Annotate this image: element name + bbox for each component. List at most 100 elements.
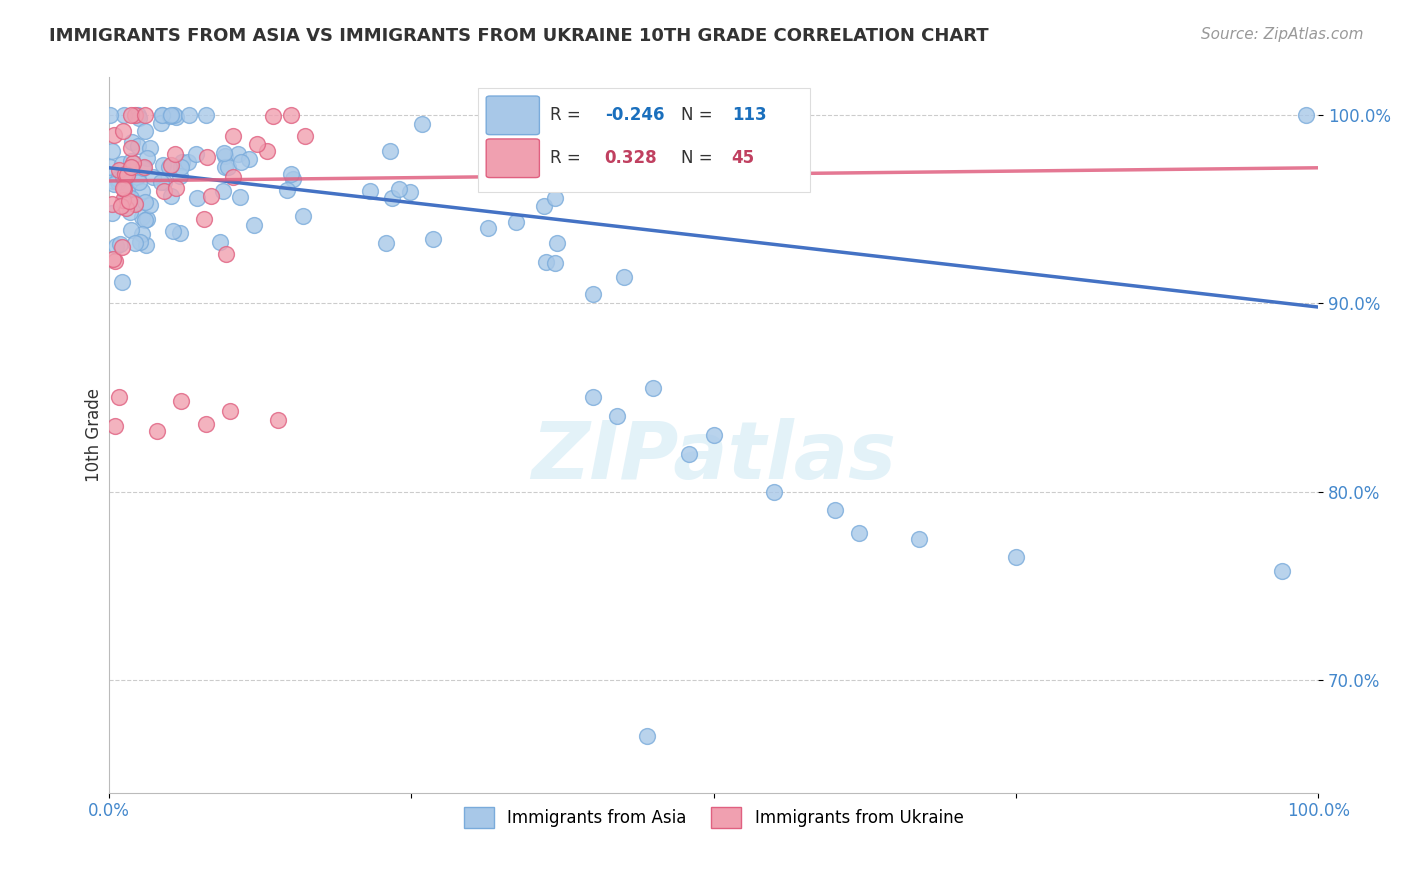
- Point: [229, 155, 252, 169]
- Point: [165, 110, 187, 124]
- Text: 0.328: 0.328: [605, 149, 658, 168]
- Point: [132, 161, 155, 176]
- Point: [107, 162, 129, 177]
- Point: [546, 235, 568, 250]
- Point: [111, 194, 134, 208]
- Text: IMMIGRANTS FROM ASIA VS IMMIGRANTS FROM UKRAINE 10TH GRADE CORRELATION CHART: IMMIGRANTS FROM ASIA VS IMMIGRANTS FROM …: [49, 27, 988, 45]
- Point: [399, 185, 422, 199]
- Point: [135, 238, 157, 252]
- Point: [162, 224, 184, 238]
- Point: [229, 190, 252, 204]
- Point: [194, 417, 217, 431]
- Point: [1295, 108, 1317, 122]
- Point: [908, 532, 931, 546]
- Point: [222, 169, 245, 184]
- Point: [678, 447, 700, 461]
- Point: [703, 428, 725, 442]
- Point: [114, 168, 136, 182]
- Point: [129, 235, 152, 249]
- Point: [101, 206, 124, 220]
- Point: [101, 252, 124, 266]
- Point: [588, 169, 610, 183]
- Point: [193, 211, 215, 226]
- Point: [543, 191, 565, 205]
- FancyBboxPatch shape: [486, 96, 540, 135]
- Point: [124, 235, 146, 250]
- Point: [115, 183, 138, 197]
- Point: [107, 391, 129, 405]
- Point: [243, 218, 266, 232]
- Point: [127, 108, 149, 122]
- Point: [103, 178, 125, 192]
- Point: [200, 188, 222, 202]
- Point: [120, 223, 142, 237]
- Point: [120, 108, 142, 122]
- Point: [544, 255, 567, 269]
- Text: R =: R =: [550, 106, 586, 124]
- Point: [217, 161, 239, 175]
- Point: [114, 108, 136, 122]
- Point: [159, 158, 181, 172]
- Point: [131, 184, 153, 198]
- Point: [212, 145, 235, 160]
- Point: [101, 174, 124, 188]
- Point: [115, 168, 138, 182]
- Point: [135, 151, 157, 165]
- Point: [149, 116, 172, 130]
- Point: [125, 170, 148, 185]
- Point: [112, 170, 135, 185]
- Text: Source: ZipAtlas.com: Source: ZipAtlas.com: [1201, 27, 1364, 42]
- Point: [533, 199, 555, 213]
- Point: [581, 391, 603, 405]
- Point: [112, 181, 135, 195]
- Point: [505, 215, 527, 229]
- Point: [104, 418, 127, 433]
- Point: [127, 139, 149, 153]
- Point: [177, 108, 200, 122]
- Point: [128, 111, 150, 125]
- Point: [124, 196, 146, 211]
- Point: [1005, 550, 1028, 565]
- Point: [107, 175, 129, 189]
- Legend: Immigrants from Asia, Immigrants from Ukraine: Immigrants from Asia, Immigrants from Uk…: [457, 801, 970, 834]
- Text: 113: 113: [731, 106, 766, 124]
- Point: [159, 109, 181, 123]
- Point: [131, 227, 153, 241]
- Point: [150, 108, 173, 122]
- Point: [149, 175, 172, 189]
- Point: [153, 176, 176, 190]
- Text: R =: R =: [550, 149, 586, 168]
- Point: [98, 108, 121, 122]
- Point: [111, 275, 134, 289]
- Point: [112, 175, 135, 189]
- Point: [110, 157, 132, 171]
- Point: [606, 409, 628, 424]
- Point: [122, 156, 145, 170]
- Point: [110, 169, 132, 183]
- Point: [172, 155, 194, 169]
- Point: [114, 186, 136, 200]
- Point: [115, 201, 138, 215]
- Point: [378, 144, 401, 158]
- Point: [824, 503, 846, 517]
- Point: [280, 108, 302, 122]
- Point: [169, 169, 191, 183]
- Point: [98, 161, 121, 175]
- Text: ZIPatlas: ZIPatlas: [531, 417, 896, 495]
- Point: [195, 150, 218, 164]
- Point: [276, 183, 298, 197]
- Point: [381, 191, 404, 205]
- Point: [184, 146, 207, 161]
- Point: [292, 210, 315, 224]
- Point: [214, 160, 236, 174]
- Point: [134, 124, 156, 138]
- Point: [1271, 564, 1294, 578]
- Point: [169, 226, 191, 240]
- Point: [131, 210, 153, 224]
- Point: [218, 403, 240, 417]
- Point: [152, 184, 174, 198]
- Point: [582, 286, 605, 301]
- Point: [163, 108, 186, 122]
- Point: [388, 182, 411, 196]
- Point: [120, 153, 142, 168]
